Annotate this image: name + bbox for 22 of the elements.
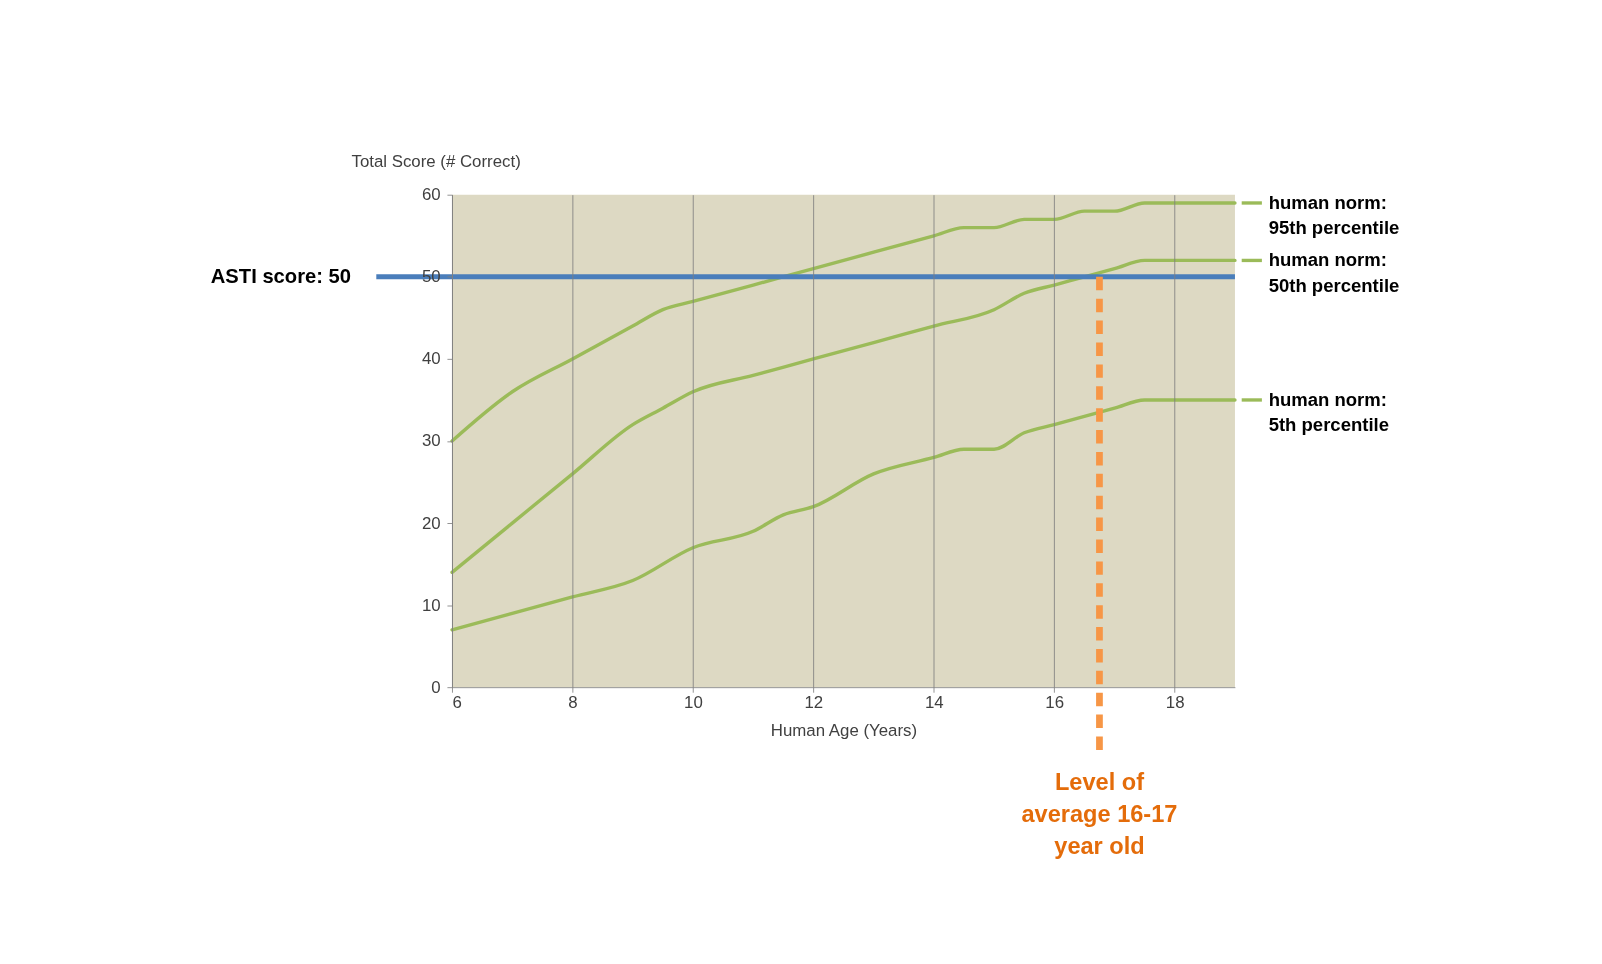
x-tick-label: 8 <box>568 692 578 712</box>
y-tick-label: 20 <box>421 513 441 533</box>
x-tick-label: 6 <box>452 692 462 712</box>
x-tick-label: 14 <box>924 692 944 712</box>
y-tick-label: 30 <box>421 431 441 451</box>
y-tick-label: 60 <box>421 185 441 205</box>
y-tick-label: 0 <box>431 677 441 697</box>
x-tick-label: 16 <box>1045 692 1065 712</box>
legend-label: human norm: 5th percentile <box>1268 388 1390 436</box>
y-axis-title: Total Score (# Correct) <box>351 151 521 171</box>
x-axis-title: Human Age (Years) <box>770 721 918 741</box>
line-series <box>450 258 1237 575</box>
ref-line-label: Level of average 16-17 year old <box>1021 768 1178 859</box>
y-tick-label: 10 <box>421 595 441 615</box>
legend-label: human norm: 50th percentile <box>1268 249 1400 296</box>
x-tick-label: 12 <box>804 692 824 712</box>
line-series <box>450 201 1237 443</box>
x-tick-label: 18 <box>1165 692 1185 712</box>
line-series <box>450 398 1237 632</box>
ref-line-label: ASTI score: 50 <box>210 264 352 287</box>
y-tick-label: 40 <box>421 349 441 369</box>
x-tick-label: 10 <box>684 692 703 712</box>
